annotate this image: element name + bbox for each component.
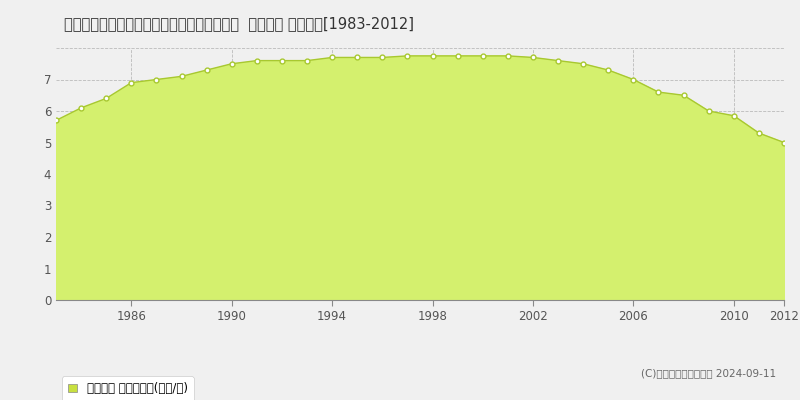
- Text: 長崎県松浦市志佐町庄野免字エテン３６番８  地価公示 地価推移[1983-2012]: 長崎県松浦市志佐町庄野免字エテン３６番８ 地価公示 地価推移[1983-2012…: [64, 16, 414, 31]
- Legend: 地価公示 平均坪単価(万円/坪): 地価公示 平均坪単価(万円/坪): [62, 376, 194, 400]
- Text: (C)土地価格ドットコム 2024-09-11: (C)土地価格ドットコム 2024-09-11: [641, 368, 776, 378]
